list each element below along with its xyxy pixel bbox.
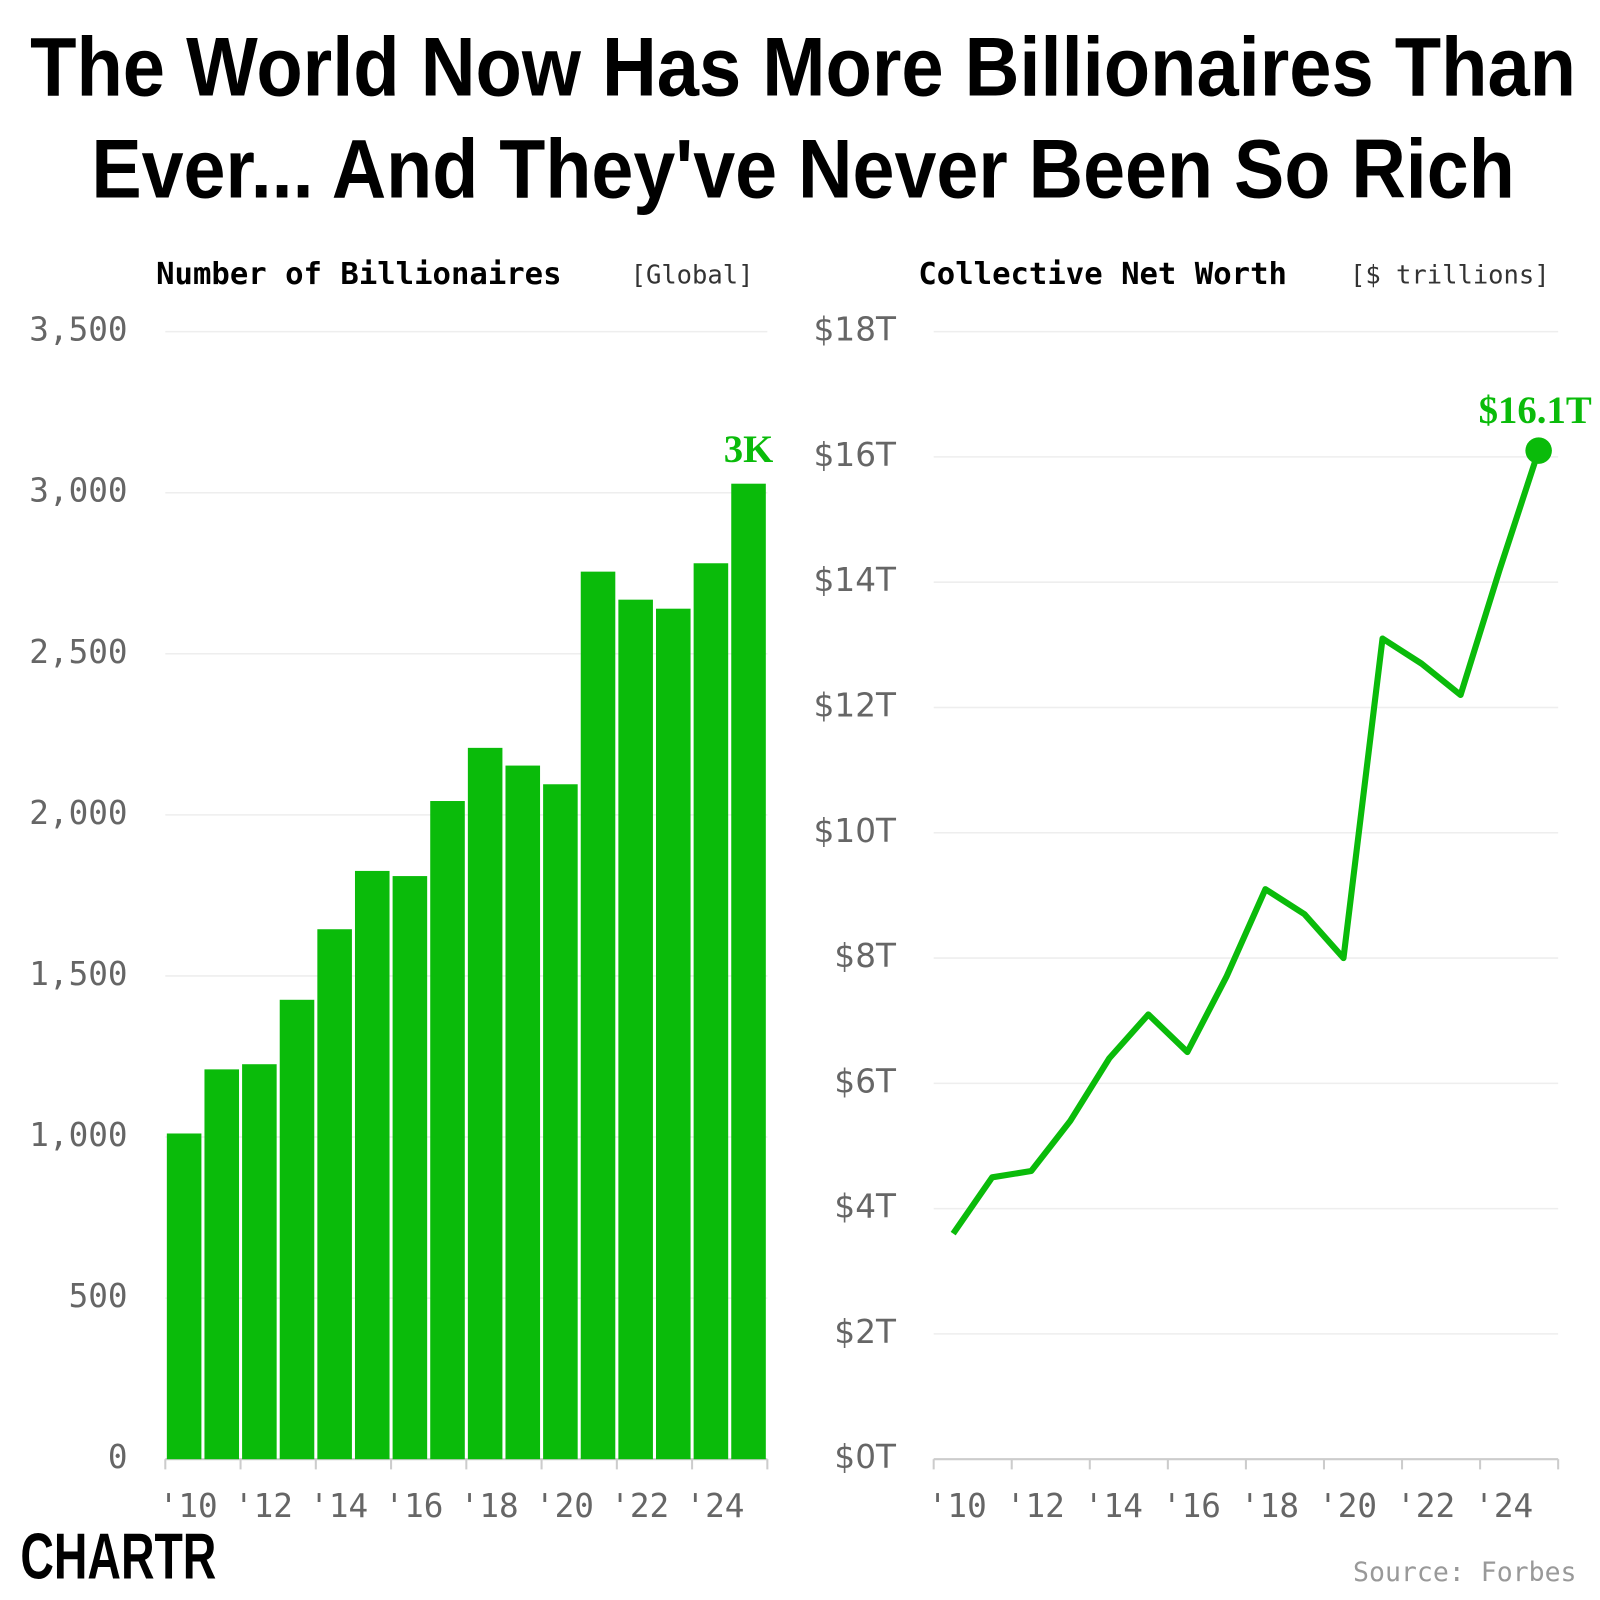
bar — [693, 563, 729, 1460]
bar — [467, 747, 503, 1460]
line — [950, 449, 1542, 1236]
x-tick-label: '20 — [1318, 1487, 1377, 1525]
bar — [543, 784, 578, 1460]
bar — [166, 1133, 202, 1460]
y-tick-label: 0 — [108, 1438, 128, 1476]
bar — [354, 870, 390, 1460]
x-tick-label: '10 — [159, 1487, 218, 1525]
x-tick-label: '24 — [1474, 1487, 1533, 1525]
y-tick-label: 2,500 — [29, 633, 127, 671]
y-tick-label: 500 — [69, 1277, 128, 1315]
panel-subtitle: [$ trillions] — [1350, 261, 1550, 291]
bar — [655, 608, 691, 1460]
bar — [204, 1069, 240, 1460]
x-tick-label: '16 — [1162, 1487, 1221, 1525]
value-label: 3K — [724, 428, 774, 471]
bar — [279, 999, 315, 1460]
bar — [242, 1064, 277, 1460]
y-tick-label: 2,000 — [29, 794, 127, 832]
x-tick-label: '16 — [384, 1487, 443, 1525]
page-title: The World Now Has More Billionaires Than — [30, 20, 1576, 114]
x-tick-label: '12 — [234, 1487, 293, 1525]
x-tick-label: '12 — [1006, 1487, 1065, 1525]
x-tick-label: '18 — [460, 1487, 519, 1525]
end-marker — [1525, 437, 1552, 464]
y-tick-label: 3,000 — [29, 472, 127, 510]
bar — [505, 765, 541, 1460]
x-tick-label: '18 — [1240, 1487, 1299, 1525]
y-tick-label: $10T — [814, 812, 897, 850]
bar — [392, 876, 428, 1460]
bar — [618, 599, 653, 1460]
panel-title: Number of Billionaires — [156, 257, 561, 292]
y-tick-label: $0T — [834, 1438, 897, 1476]
bar — [317, 929, 352, 1460]
y-tick-label: $16T — [814, 436, 897, 474]
y-tick-label: 1,500 — [29, 955, 127, 993]
bar — [731, 483, 766, 1460]
bar — [430, 801, 465, 1460]
y-tick-label: $4T — [834, 1188, 897, 1226]
value-label: $16.1T — [1479, 389, 1592, 432]
x-tick-label: '10 — [928, 1487, 987, 1525]
x-tick-label: '22 — [1396, 1487, 1455, 1525]
logo: CHARTR — [20, 1519, 216, 1592]
source: Source: Forbes — [1353, 1557, 1577, 1588]
bar — [580, 571, 616, 1460]
y-tick-label: 1,000 — [29, 1116, 127, 1154]
x-tick-label: '14 — [309, 1487, 368, 1525]
panel-subtitle: [Global] — [631, 261, 754, 291]
x-tick-label: '24 — [686, 1487, 745, 1525]
y-tick-label: 3,500 — [29, 311, 127, 349]
x-tick-label: '20 — [535, 1487, 594, 1525]
y-tick-label: $14T — [814, 561, 897, 599]
y-tick-label: $6T — [834, 1062, 897, 1100]
x-tick-label: '14 — [1084, 1487, 1143, 1525]
y-tick-label: $8T — [834, 937, 897, 975]
page-title: Ever... And They've Never Been So Rich — [91, 122, 1514, 216]
y-tick-label: $18T — [814, 311, 897, 349]
panel-title: Collective Net Worth — [918, 257, 1287, 292]
y-tick-label: $2T — [834, 1313, 897, 1351]
x-tick-label: '22 — [610, 1487, 669, 1525]
y-tick-label: $12T — [814, 686, 897, 724]
